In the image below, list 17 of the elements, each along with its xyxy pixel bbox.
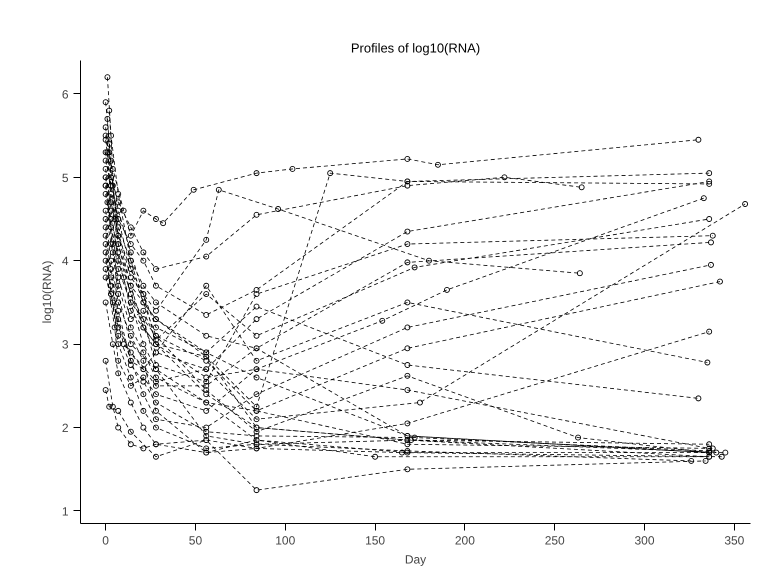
y-tick-label: 1 [62, 504, 69, 518]
y-tick-label: 2 [62, 421, 69, 436]
chart-title: Profiles of log10(RNA) [350, 40, 480, 56]
x-tick-label: 0 [102, 534, 110, 548]
y-axis-title: log10(RNA) [40, 260, 54, 324]
x-axis-title: Day [404, 552, 426, 566]
y-tick-label: 5 [62, 170, 69, 185]
y-tick-label: 4 [62, 254, 69, 268]
y-tick-label: 6 [62, 87, 69, 102]
y-tick-label: 3 [62, 338, 69, 352]
x-tick-label: 50 [188, 534, 202, 548]
x-tick-label: 200 [454, 534, 476, 548]
x-tick-label: 250 [544, 534, 566, 548]
x-tick-label: 350 [724, 534, 745, 548]
x-tick-label: 100 [275, 534, 296, 548]
x-tick-label: 150 [365, 534, 386, 548]
x-tick-label: 300 [634, 534, 655, 548]
